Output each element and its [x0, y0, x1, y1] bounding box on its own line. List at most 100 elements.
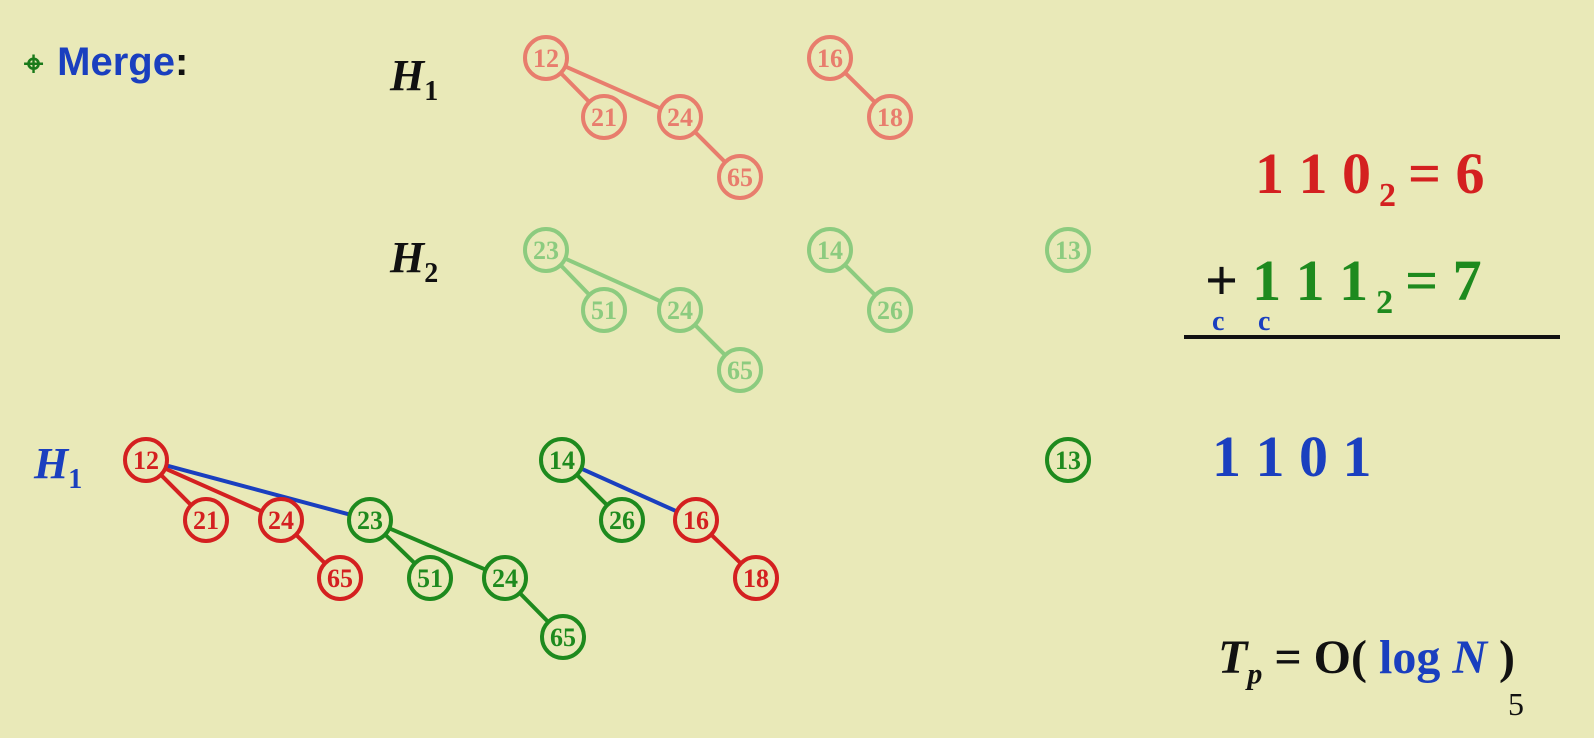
- svg-text:24: 24: [492, 564, 518, 593]
- heap-label-h2: H2: [390, 232, 438, 290]
- sum-rule: [1184, 335, 1560, 339]
- heap-node: 12: [523, 35, 569, 81]
- svg-text:21: 21: [591, 103, 617, 132]
- tree-edge: [693, 323, 727, 357]
- svg-text:24: 24: [667, 103, 693, 132]
- log-word: log: [1379, 631, 1441, 684]
- heap-node: 13: [1045, 437, 1091, 483]
- binary-line-1: 1 1 0 2 = 6: [1255, 140, 1485, 215]
- svg-text:14: 14: [549, 446, 575, 475]
- heap-node: 14: [539, 437, 585, 483]
- heap-node: 16: [673, 497, 719, 543]
- heap-letter: H: [390, 233, 425, 282]
- decimal-value: = 6: [1408, 141, 1485, 206]
- time-subscript: p: [1247, 657, 1263, 691]
- merge-colon: :: [174, 40, 189, 84]
- svg-text:18: 18: [877, 103, 903, 132]
- tree-edge: [564, 64, 662, 111]
- binary-line-2: +1 1 1 2 = 7: [1205, 247, 1482, 322]
- heap-node: 23: [347, 497, 393, 543]
- time-symbol: T: [1218, 631, 1248, 684]
- heap-node: 26: [599, 497, 645, 543]
- merge-link-edge: [580, 466, 678, 514]
- heap-node: 12: [123, 437, 169, 483]
- svg-text:12: 12: [133, 446, 159, 475]
- svg-text:51: 51: [417, 564, 443, 593]
- tree-edge: [693, 130, 727, 164]
- svg-text:23: 23: [357, 506, 383, 535]
- binary-base: 2: [1379, 176, 1396, 214]
- crosshair-icon: ⌖: [24, 45, 44, 83]
- binary-digits: 1 1 1: [1252, 248, 1369, 313]
- svg-text:24: 24: [268, 506, 294, 535]
- page-number: 5: [1508, 686, 1524, 722]
- tree-edge: [159, 473, 193, 507]
- heap-node: 24: [657, 287, 703, 333]
- close-paren: ): [1487, 631, 1515, 684]
- svg-text:12: 12: [533, 44, 559, 73]
- svg-text:16: 16: [817, 44, 843, 73]
- heap-node: 51: [407, 555, 453, 601]
- svg-text:13: 13: [1055, 236, 1081, 265]
- tree-edge: [575, 473, 609, 507]
- heap-node: 24: [258, 497, 304, 543]
- heap-node: 65: [540, 614, 586, 660]
- tree-edge: [164, 466, 263, 514]
- tree-edge: [559, 71, 591, 104]
- binary-digits: 1 1 0: [1255, 141, 1371, 206]
- tree-edge: [843, 71, 877, 104]
- svg-text:21: 21: [193, 506, 219, 535]
- svg-text:16: 16: [683, 506, 709, 535]
- tree-edge: [709, 533, 743, 565]
- svg-text:65: 65: [727, 356, 753, 385]
- heap-label-h1-result: H1: [34, 438, 82, 496]
- svg-text:14: 14: [817, 236, 843, 265]
- tree-edge: [388, 526, 487, 572]
- heap-node: 14: [807, 227, 853, 273]
- heap-label-h1-top: H1: [390, 50, 438, 108]
- heap-node: 24: [657, 94, 703, 140]
- heap-subscript: 1: [424, 75, 439, 107]
- svg-text:65: 65: [327, 564, 353, 593]
- svg-text:51: 51: [591, 296, 617, 325]
- equals-big-o: = O(: [1262, 631, 1379, 684]
- heap-subscript: 2: [424, 257, 439, 289]
- heap-node: 65: [317, 555, 363, 601]
- heap-node: 13: [1045, 227, 1091, 273]
- svg-text:13: 13: [1055, 446, 1081, 475]
- heap-node: 24: [482, 555, 528, 601]
- svg-text:24: 24: [667, 296, 693, 325]
- tree-edge: [843, 263, 877, 297]
- heap-node: 18: [733, 555, 779, 601]
- heap-node: 21: [183, 497, 229, 543]
- svg-text:65: 65: [550, 623, 576, 652]
- svg-text:23: 23: [533, 236, 559, 265]
- heap-subscript: 1: [68, 463, 83, 495]
- heap-letter: H: [390, 51, 425, 100]
- carry-mark: c: [1258, 306, 1271, 337]
- heap-node: 21: [581, 94, 627, 140]
- svg-text:26: 26: [877, 296, 903, 325]
- tree-edge: [564, 256, 662, 304]
- merge-word: Merge: [57, 40, 175, 84]
- binary-base: 2: [1376, 283, 1394, 321]
- time-complexity: Tp = O( log N ): [1218, 630, 1515, 692]
- heap-node: 23: [523, 227, 569, 273]
- plus-sign: +: [1205, 248, 1239, 313]
- tree-edge: [294, 533, 327, 565]
- decimal-value: = 7: [1405, 248, 1482, 313]
- heap-node: 65: [717, 154, 763, 200]
- svg-text:26: 26: [609, 506, 635, 535]
- heap-letter: H: [34, 439, 69, 488]
- carry-mark: c: [1212, 306, 1225, 337]
- heap-node: 51: [581, 287, 627, 333]
- merge-link-edge: [165, 463, 351, 517]
- svg-text:18: 18: [743, 564, 769, 593]
- n-variable: N: [1452, 631, 1488, 684]
- svg-text:65: 65: [727, 163, 753, 192]
- binary-sum: 1 1 0 1: [1212, 424, 1372, 489]
- tree-edge: [518, 591, 550, 624]
- heap-node: 18: [867, 94, 913, 140]
